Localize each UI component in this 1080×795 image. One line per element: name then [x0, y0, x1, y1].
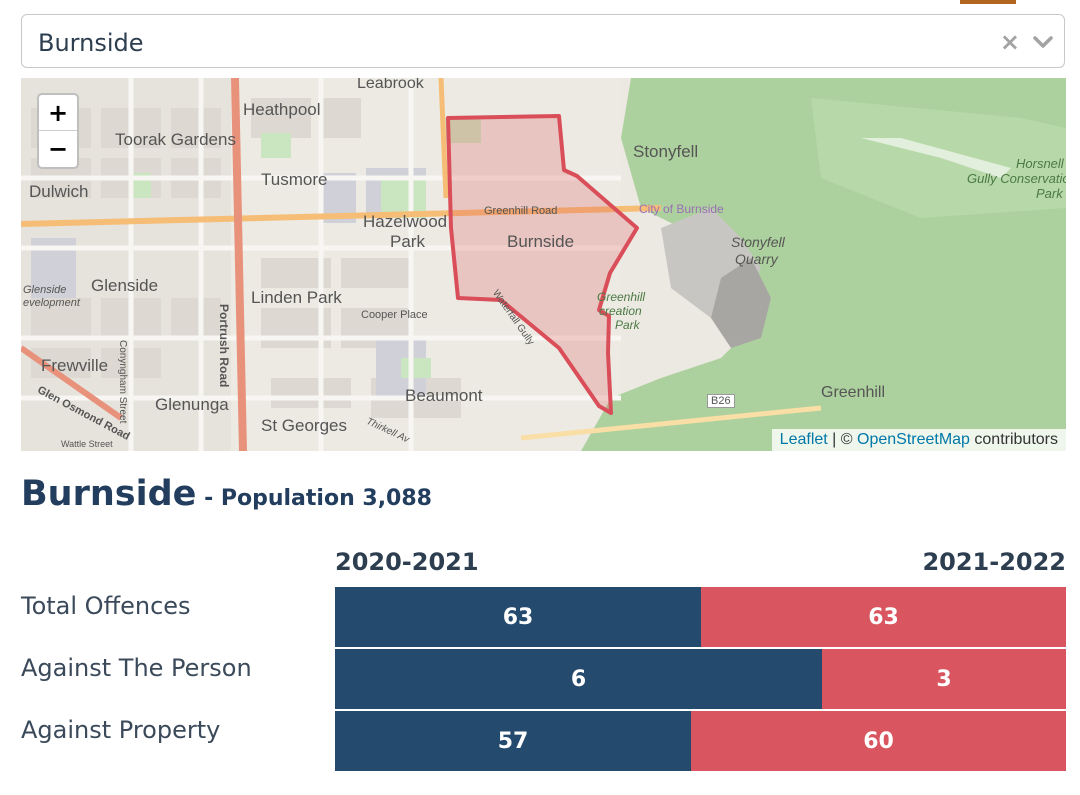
bar-segment-a: 63	[335, 587, 701, 647]
map-label-stonyfell-quarry-2: Quarry	[735, 251, 778, 267]
map-label-hazelwood: Hazelwood	[363, 212, 448, 231]
map-zoom-control: + −	[37, 93, 79, 169]
suburb-map[interactable]: Leabrook Heathpool Toorak Gardens Tusmor…	[21, 78, 1066, 451]
map-label-portrush-road: Portrush Road	[217, 304, 231, 388]
bar-segment-b: 60	[691, 711, 1066, 771]
heading-separator: -	[196, 486, 221, 511]
map-label-st-georges: St Georges	[261, 416, 347, 435]
map-label-greenhill-rec-3: Park	[615, 318, 640, 332]
map-label-frewville: Frewville	[41, 356, 109, 375]
map-label-stonyfell: Stonyfell	[633, 142, 699, 161]
leaflet-link[interactable]: Leaflet	[779, 431, 828, 448]
map-label-greenhill-road: Greenhill Road	[484, 205, 558, 217]
map-label-toorak-gardens: Toorak Gardens	[115, 130, 236, 149]
map-label-city-of-burnside: City of Burnside	[639, 202, 724, 216]
map-label-burnside: Burnside	[507, 232, 575, 251]
map-label-horsnell-2: Gully Conservatio	[967, 171, 1066, 186]
map-label-heathpool: Heathpool	[243, 100, 321, 119]
map-label-beaumont: Beaumont	[405, 386, 483, 405]
map-label-glenside-dev-1: Glenside	[23, 284, 67, 296]
map-label-greenhill-rec-2: creation	[599, 304, 642, 318]
map-label-greenhill: Greenhill	[821, 384, 886, 401]
attribution-suffix: contributors	[969, 431, 1058, 448]
suburb-select-value: Burnside	[38, 29, 144, 57]
series-label-b: 2021-2022	[922, 548, 1066, 576]
map-label-wattle-street: Wattle Street	[61, 439, 113, 449]
bar-segment-b: 3	[822, 649, 1066, 709]
zoom-out-button[interactable]: −	[39, 131, 77, 167]
map-label-dulwich: Dulwich	[29, 182, 89, 201]
bar-segment-a: 57	[335, 711, 691, 771]
x-icon[interactable]: ×	[999, 28, 1020, 56]
map-label-stonyfell-quarry-1: Stonyfell	[731, 234, 785, 250]
bar-segment-b: 63	[701, 587, 1066, 647]
map-label-linden-park: Linden Park	[251, 288, 342, 307]
category-label: Against Property	[21, 716, 221, 744]
map-label-tusmore: Tusmore	[261, 170, 328, 189]
map-label-greenhill-rec-1: Greenhill	[597, 290, 646, 304]
map-label-cooper-place: Cooper Place	[361, 309, 428, 321]
top-edge-fragment	[960, 0, 1016, 4]
map-tiles	[21, 78, 1066, 451]
map-label-conyngham: Conyngham Street	[117, 340, 128, 424]
map-label-glenunga: Glenunga	[155, 395, 229, 414]
map-attribution: Leaflet | © OpenStreetMap contributors	[771, 429, 1066, 451]
openstreetmap-link[interactable]: OpenStreetMap	[857, 431, 970, 448]
map-label-b26: B26	[707, 394, 735, 408]
chevron-down-icon[interactable]	[1032, 31, 1054, 57]
map-label-glenside-dev-2: evelopment	[23, 297, 80, 309]
map-label-horsnell-3: Park	[1036, 186, 1063, 201]
suburb-heading: Burnside - Population 3,088	[21, 474, 432, 514]
series-label-a: 2020-2021	[335, 548, 479, 576]
bar-segment-a: 6	[335, 649, 822, 709]
map-label-park: Park	[390, 232, 425, 251]
map-label-glenside: Glenside	[91, 276, 159, 295]
map-label-horsnell-1: Horsnell	[1016, 156, 1064, 171]
suburb-select[interactable]: Burnside ×	[21, 14, 1065, 68]
attribution-separator: | ©	[827, 431, 857, 448]
population-value: 3,088	[362, 486, 432, 511]
suburb-title: Burnside	[21, 474, 197, 514]
category-label: Total Offences	[21, 592, 191, 620]
category-label: Against The Person	[21, 654, 252, 682]
population-label: Population	[220, 486, 363, 511]
zoom-in-button[interactable]: +	[39, 95, 77, 131]
map-label-leabrook: Leabrook	[357, 78, 424, 92]
